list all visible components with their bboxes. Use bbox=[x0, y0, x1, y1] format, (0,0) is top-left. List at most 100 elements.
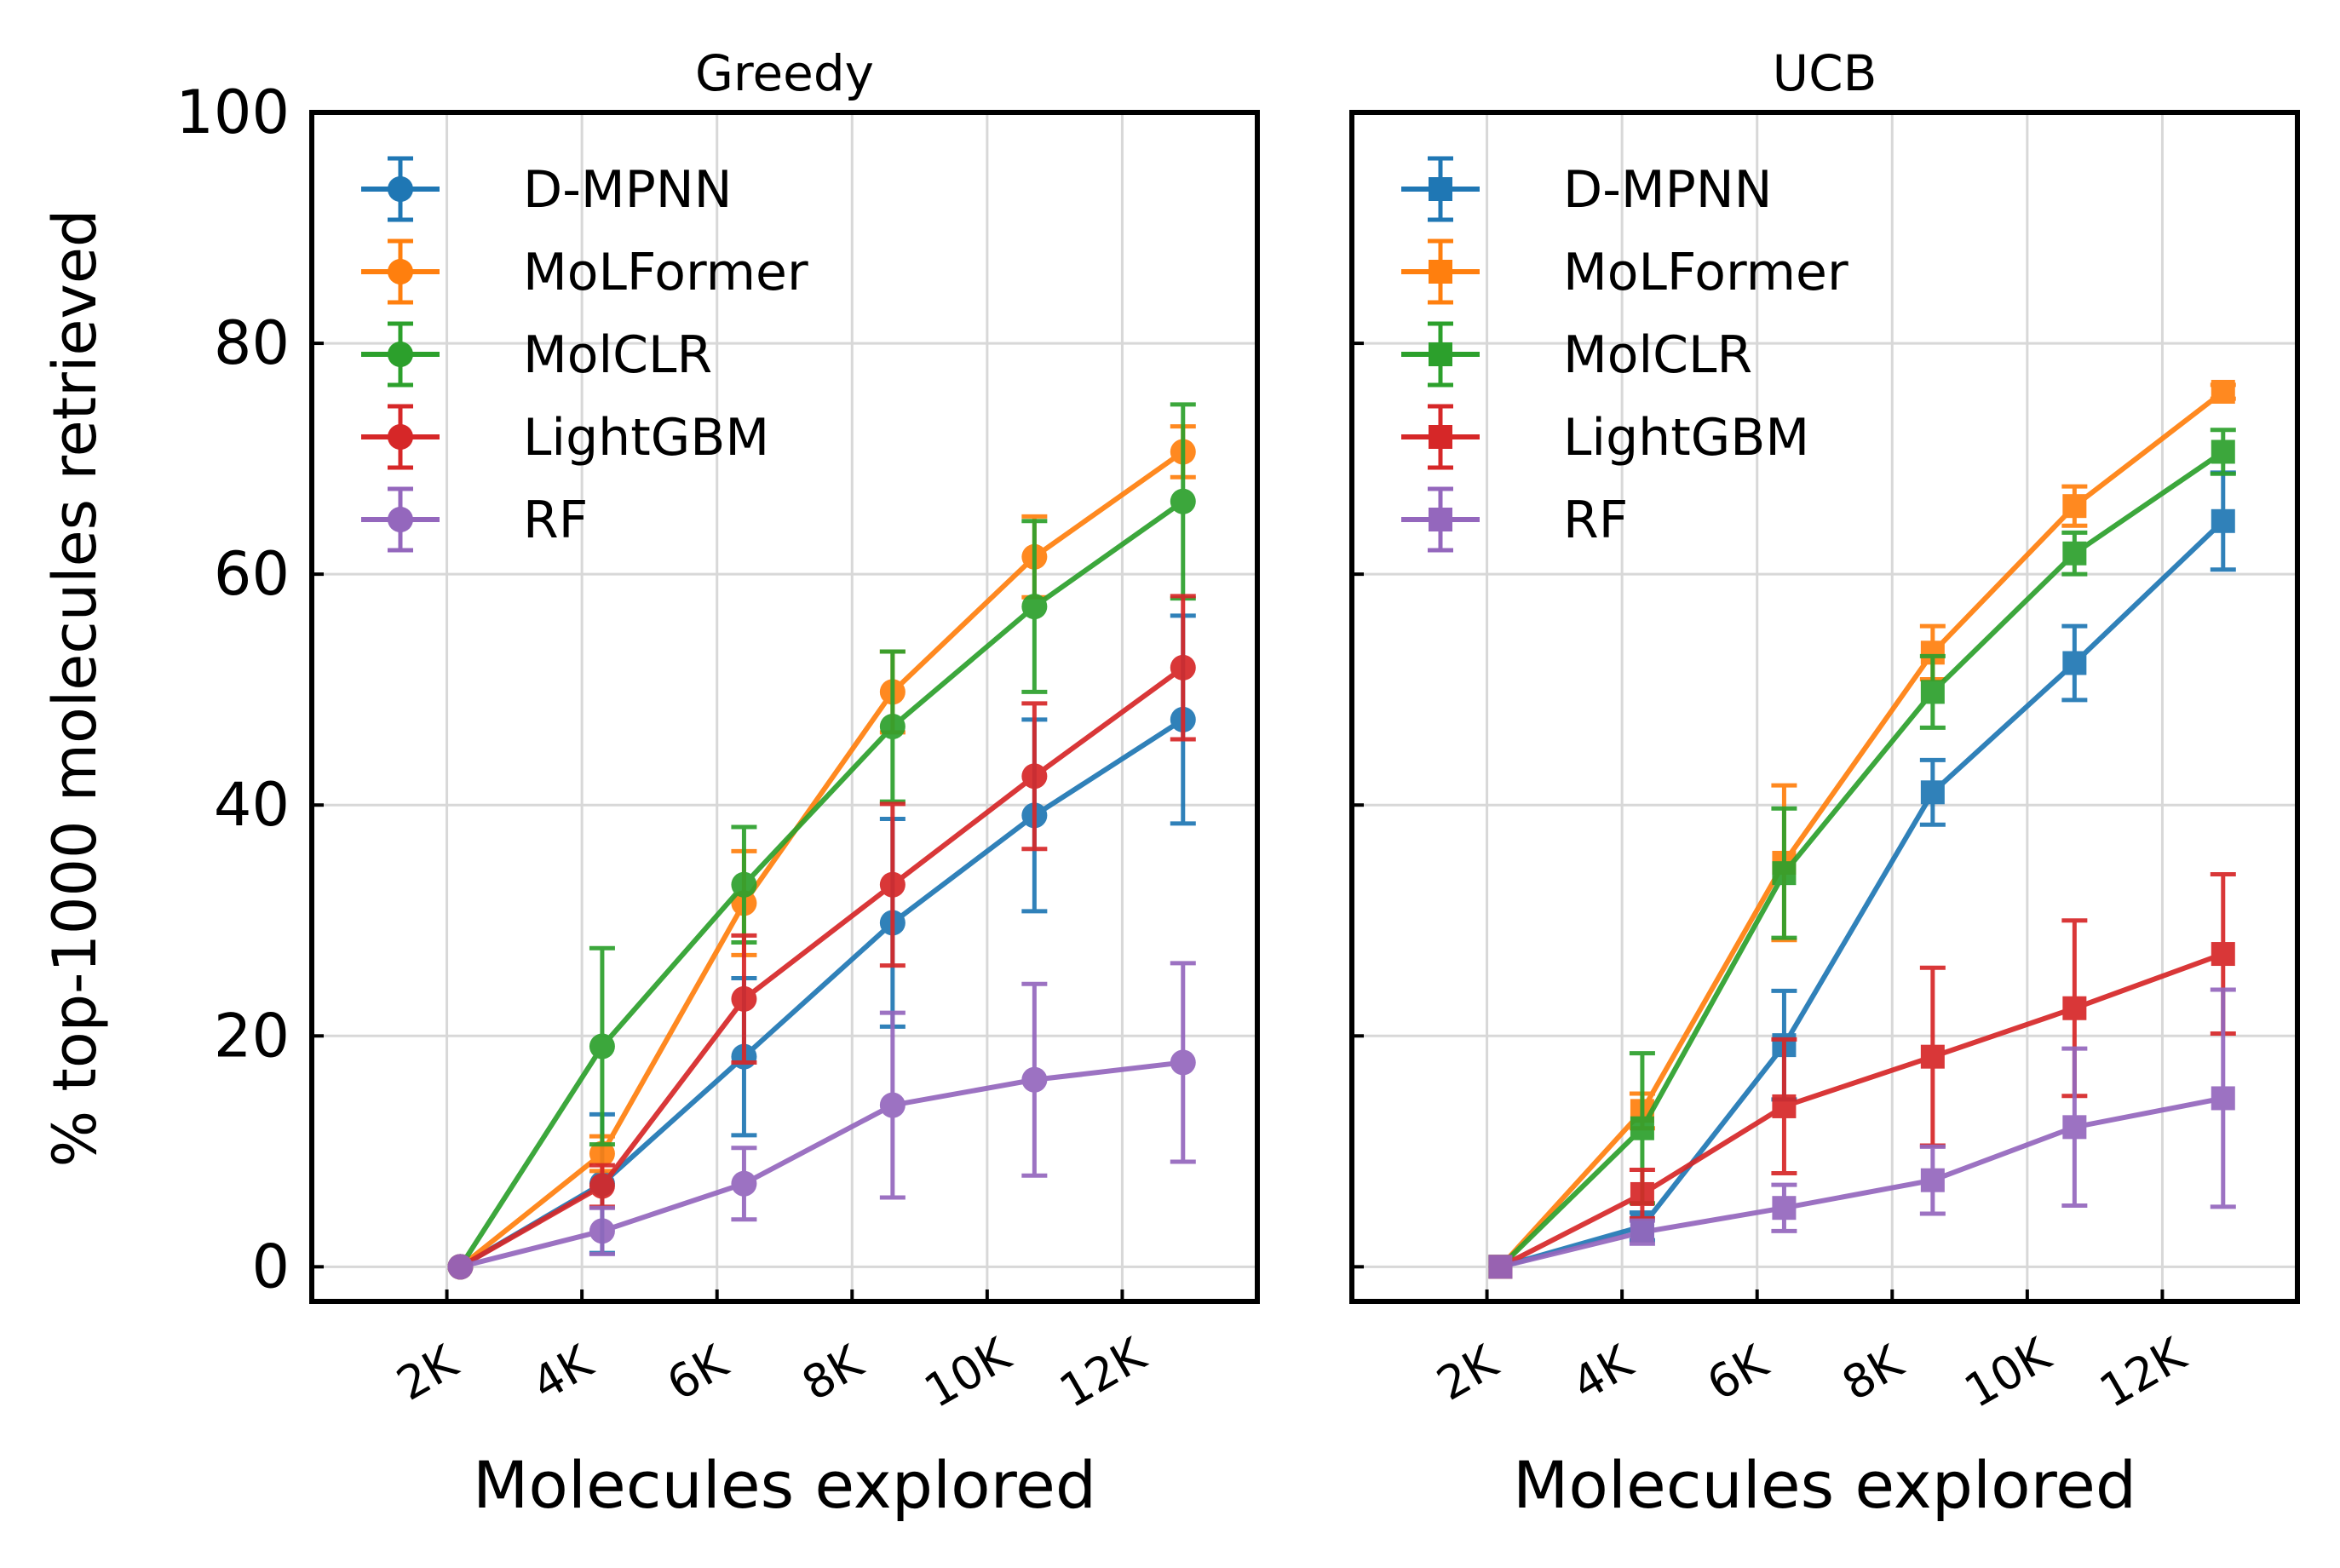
legend-item-D-MPNN: D-MPNN bbox=[361, 156, 733, 222]
y-tick-label: 20 bbox=[214, 1001, 290, 1071]
axis-ticks: 2K 4K 6K 8K 10K 12K bbox=[1352, 111, 2195, 1418]
legend-marker bbox=[388, 176, 413, 202]
panel-ucb: UCB Molecules explored 2K 4K 6K 8K 10K 12K D-… bbox=[1349, 44, 2300, 1523]
data-point bbox=[2062, 651, 2087, 675]
legend-marker bbox=[388, 259, 413, 284]
data-point bbox=[2211, 439, 2235, 464]
data-point bbox=[2062, 996, 2087, 1020]
data-point bbox=[589, 1033, 615, 1060]
legend-marker bbox=[1429, 260, 1452, 284]
data-point bbox=[1170, 1049, 1196, 1076]
legend-label: LightGBM bbox=[1563, 408, 1809, 468]
legend-marker bbox=[388, 342, 413, 367]
legend-item-MolCLR: MolCLR bbox=[1401, 321, 1752, 388]
data-point bbox=[1920, 680, 1945, 704]
data-point bbox=[589, 1218, 615, 1244]
legend-marker bbox=[388, 424, 413, 450]
legend-label: D-MPNN bbox=[1563, 160, 1773, 220]
data-point bbox=[1630, 1181, 1654, 1206]
series-line bbox=[459, 1060, 1184, 1270]
data-point bbox=[2062, 494, 2087, 519]
legend-label: LightGBM bbox=[523, 408, 769, 468]
x-tick-label: 10K bbox=[1956, 1327, 2061, 1418]
data-point bbox=[447, 1254, 474, 1280]
data-point bbox=[1021, 1066, 1048, 1093]
data-point bbox=[879, 714, 906, 740]
series-MolCLR bbox=[447, 402, 1196, 1280]
data-point bbox=[731, 1170, 757, 1197]
data-point bbox=[1021, 763, 1048, 790]
series-line bbox=[1499, 1095, 2224, 1270]
x-tick-label: 4K bbox=[1563, 1334, 1642, 1410]
x-tick-label: 8K bbox=[1833, 1334, 1912, 1410]
x-tick-label: 12K bbox=[1050, 1327, 1155, 1418]
x-tick-label: 2K bbox=[388, 1334, 467, 1410]
legend: D-MPNN MoLFormer MolCLR LightGBM RF bbox=[1401, 156, 1848, 553]
data-point bbox=[1920, 1044, 1945, 1069]
series-layer bbox=[447, 402, 1196, 1280]
panel-title: UCB bbox=[1773, 44, 1877, 102]
x-tick-label: 2K bbox=[1428, 1334, 1507, 1410]
x-tick-label: 4K bbox=[523, 1334, 602, 1410]
axes-frame bbox=[309, 110, 1260, 1304]
x-axis-label: Molecules explored bbox=[1513, 1447, 2136, 1523]
legend-item-MoLFormer: MoLFormer bbox=[1401, 238, 1848, 305]
x-tick-label: 8K bbox=[793, 1334, 872, 1410]
data-point bbox=[1772, 1094, 1797, 1118]
x-tick-label: 6K bbox=[1698, 1334, 1777, 1410]
data-point bbox=[2062, 541, 2087, 566]
data-point bbox=[1772, 1196, 1797, 1221]
series-LightGBM bbox=[1488, 872, 2236, 1279]
series-RF bbox=[447, 961, 1196, 1280]
y-tick-label: 0 bbox=[251, 1232, 290, 1301]
data-point bbox=[1772, 861, 1797, 886]
data-point bbox=[1488, 1255, 1513, 1279]
series-RF bbox=[1488, 987, 2236, 1279]
series-layer bbox=[1488, 379, 2236, 1279]
series-LightGBM bbox=[447, 594, 1196, 1280]
legend: D-MPNN MoLFormer MolCLR LightGBM RF bbox=[361, 156, 808, 553]
data-point bbox=[2211, 942, 2235, 967]
legend-item-LightGBM: LightGBM bbox=[1401, 404, 1809, 470]
y-axis-label: % top-1000 molecules retrieved bbox=[40, 210, 110, 1168]
axes-frame bbox=[1349, 110, 2300, 1304]
series-line bbox=[1498, 389, 2225, 1269]
series-line bbox=[458, 665, 1185, 1269]
series-line bbox=[1499, 951, 2224, 1270]
data-point bbox=[1920, 1168, 1945, 1192]
data-point bbox=[2211, 379, 2235, 404]
legend-label: MolCLR bbox=[1563, 325, 1752, 385]
legend-item-RF: RF bbox=[361, 486, 588, 553]
legend-item-MoLFormer: MoLFormer bbox=[361, 238, 808, 305]
data-point bbox=[731, 871, 757, 898]
series-line bbox=[458, 450, 1185, 1269]
data-point bbox=[1170, 488, 1196, 514]
panel-greedy: Greedy Molecules explored 2K 4K 6K 8K 10K 12K… bbox=[175, 44, 1260, 1523]
legend-item-LightGBM: LightGBM bbox=[361, 404, 769, 470]
legend-label: D-MPNN bbox=[523, 160, 733, 220]
data-point bbox=[879, 1092, 906, 1118]
legend-marker bbox=[1429, 508, 1452, 531]
legend-item-D-MPNN: D-MPNN bbox=[1401, 156, 1773, 222]
series-line bbox=[1498, 449, 2225, 1269]
data-point bbox=[1021, 594, 1048, 620]
series-line bbox=[457, 499, 1185, 1268]
panel-title: Greedy bbox=[695, 44, 874, 102]
x-tick-label: 12K bbox=[2090, 1327, 2195, 1418]
data-point bbox=[1630, 1116, 1654, 1140]
data-point bbox=[731, 985, 757, 1012]
data-point bbox=[1630, 1220, 1654, 1244]
legend-item-RF: RF bbox=[1401, 486, 1628, 553]
legend-marker bbox=[1429, 342, 1452, 366]
data-point bbox=[2062, 1115, 2087, 1140]
data-point bbox=[589, 1140, 615, 1167]
legend-item-MolCLR: MolCLR bbox=[361, 321, 712, 388]
data-point bbox=[589, 1173, 615, 1199]
y-tick-label: 100 bbox=[175, 78, 290, 147]
legend-label: RF bbox=[1563, 491, 1628, 550]
legend-label: MolCLR bbox=[523, 325, 712, 385]
series-MolCLR bbox=[1488, 428, 2236, 1279]
legend-label: RF bbox=[523, 491, 588, 550]
series-D-MPNN bbox=[447, 613, 1196, 1280]
